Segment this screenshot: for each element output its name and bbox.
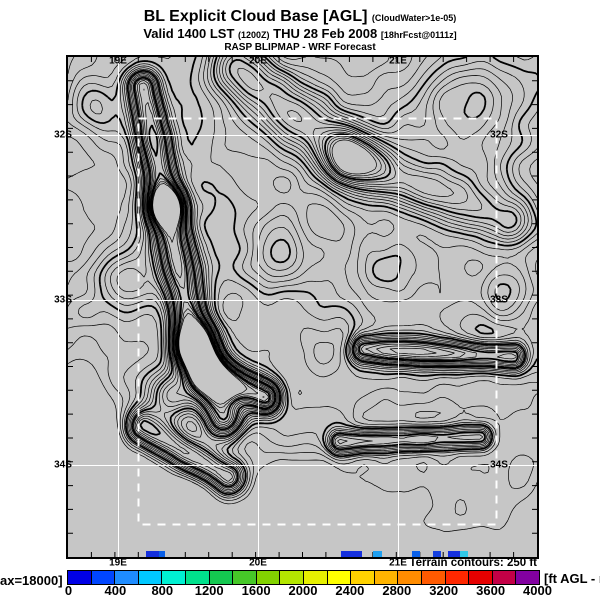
valid-prefix: Valid 1400 LST bbox=[143, 26, 235, 42]
terrain-contours-minor bbox=[68, 57, 537, 532]
graticule-lines bbox=[68, 57, 537, 557]
terrain-contour-note: Terrain contours: 250 ft bbox=[409, 557, 537, 569]
colorbar-tick-label: 2000 bbox=[288, 583, 318, 598]
colorbar-tick-label: 0 bbox=[64, 583, 73, 598]
colorbar-segment bbox=[185, 571, 210, 584]
colorbar-segment bbox=[516, 571, 539, 584]
colorbar-segment bbox=[138, 571, 163, 584]
plot-title: BL Explicit Cloud Base [AGL] (CloudWater… bbox=[0, 8, 600, 26]
lon-label-bottom: 19E bbox=[109, 557, 127, 569]
model-domain-boundary bbox=[137, 117, 498, 526]
plot-title-qualifier: (CloudWater>1e-05) bbox=[371, 13, 457, 23]
colorbar-tick-label: 4000 bbox=[523, 583, 552, 598]
lon-label-bottom: 21E bbox=[389, 557, 407, 569]
colorbar bbox=[67, 570, 540, 585]
lat-label-left: 34S bbox=[54, 459, 72, 471]
colorbar-segment bbox=[351, 571, 375, 584]
colorbar-tick-label: 1600 bbox=[241, 583, 271, 598]
colorbar-segment bbox=[91, 571, 116, 584]
cloudbase-data-patch bbox=[373, 551, 382, 557]
colorbar-segment bbox=[327, 571, 352, 584]
map: 32S 32S 33S 33S 34S 34S 19E 19E 20E 20E 21E 21E bbox=[54, 55, 539, 569]
lat-label-right: 33S bbox=[490, 294, 508, 306]
colorbar-segment bbox=[280, 571, 304, 584]
colorbar-segment bbox=[445, 571, 470, 584]
colorbar-tick-label: 400 bbox=[104, 583, 127, 598]
model-line: RASP BLIPMAP - WRF Forecast bbox=[224, 42, 376, 54]
valid-time-line: Valid 1400 LST (1200Z) THU 28 Feb 2008 [… bbox=[0, 26, 600, 42]
units-label: [ft AGL - n bbox=[544, 571, 600, 586]
terrain-contours-major bbox=[81, 57, 537, 496]
header: BL Explicit Cloud Base [AGL] (CloudWater… bbox=[0, 8, 600, 54]
cloudbase-data-patch bbox=[341, 551, 362, 557]
colorbar-segment bbox=[115, 571, 139, 584]
lat-label-right: 34S bbox=[490, 459, 508, 471]
lon-label-bottom: 20E bbox=[249, 557, 267, 569]
lat-label-left: 32S bbox=[54, 129, 72, 141]
lon-label-top: 21E bbox=[389, 55, 407, 67]
colorbar-tick-label: 3200 bbox=[429, 583, 459, 598]
colorbar-segment bbox=[162, 571, 186, 584]
border-ticks bbox=[68, 57, 537, 557]
cloudbase-data-patch bbox=[159, 551, 165, 557]
colorbar-tick-label: 3600 bbox=[476, 583, 506, 598]
colorbar-tick-label: 2800 bbox=[382, 583, 412, 598]
colorbar-segment bbox=[469, 571, 493, 584]
colorbar-segment bbox=[233, 571, 257, 584]
terrain-contours-svg bbox=[68, 57, 537, 557]
lat-label-right: 32S bbox=[490, 129, 508, 141]
cloudbase-data-patch bbox=[412, 551, 420, 557]
colorbar-segment bbox=[398, 571, 422, 584]
valid-date: THU 28 Feb 2008 bbox=[273, 26, 378, 42]
colorbar-segment bbox=[374, 571, 399, 584]
colorbar-tick-label: 1200 bbox=[194, 583, 224, 598]
lat-label-left: 33S bbox=[54, 294, 72, 306]
plot-title-main: BL Explicit Cloud Base [AGL] bbox=[143, 8, 368, 25]
colorbar-tick-label: 800 bbox=[151, 583, 174, 598]
colorbar-segment bbox=[492, 571, 517, 584]
cloudbase-data-patch bbox=[448, 551, 460, 557]
valid-utc: (1200Z) bbox=[238, 30, 270, 41]
colorbar-segment bbox=[303, 571, 328, 584]
colorbar-segment bbox=[256, 571, 281, 584]
cloudbase-data-patch bbox=[433, 551, 441, 557]
cloudbase-data-patch bbox=[146, 551, 159, 557]
colorbar-segment bbox=[421, 571, 446, 584]
colorbar-segment bbox=[209, 571, 234, 584]
cloudbase-data-patch bbox=[460, 551, 468, 557]
max-value-label: ax=18000] bbox=[0, 573, 63, 588]
colorbar-segment bbox=[68, 571, 92, 584]
valid-forecast-ref: [18hrFcst@0111z] bbox=[380, 30, 457, 41]
lon-label-top: 19E bbox=[109, 55, 127, 67]
lon-label-top: 20E bbox=[249, 55, 267, 67]
colorbar-tick-label: 2400 bbox=[335, 583, 365, 598]
